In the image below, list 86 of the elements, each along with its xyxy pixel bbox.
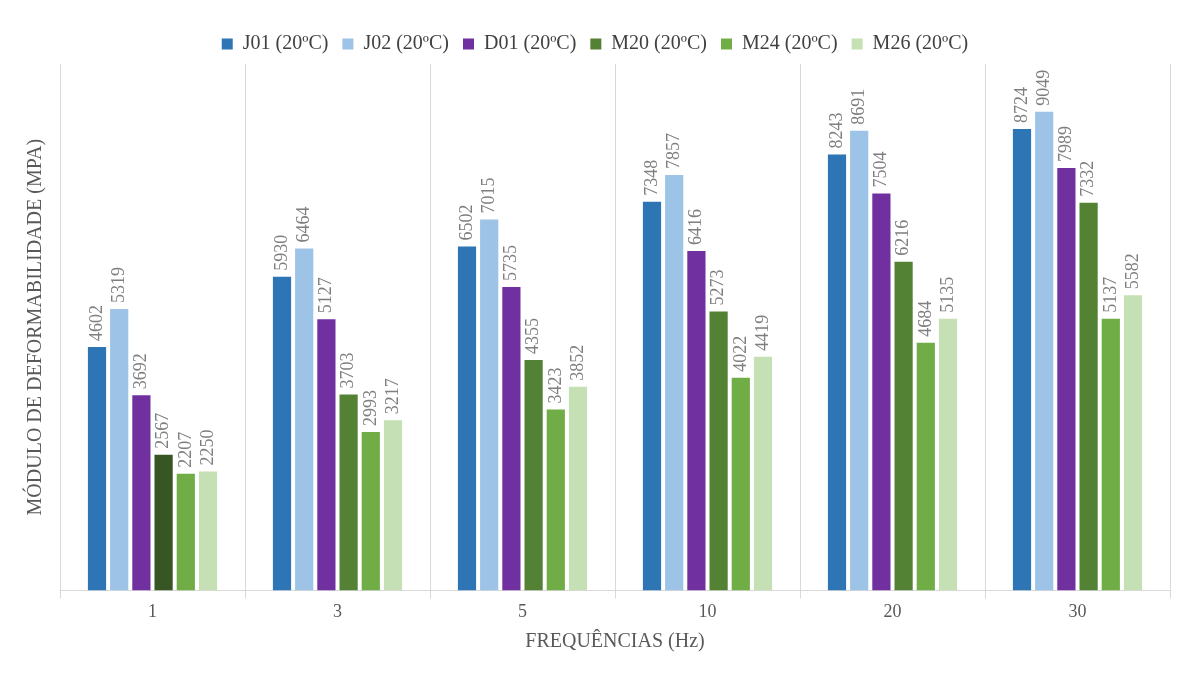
y-axis-title: MÓDULO DE DEFORMABILIDADE (MPA): [22, 138, 47, 516]
data-label: 2207: [174, 431, 195, 468]
bar: [176, 473, 195, 591]
data-label: 3423: [544, 367, 565, 404]
data-label: 5319: [107, 267, 128, 304]
bar: [731, 377, 750, 591]
data-label: 3217: [381, 378, 402, 415]
bar: [687, 251, 706, 591]
x-tick-label: 3: [333, 600, 342, 621]
data-label: 5735: [500, 245, 521, 282]
legend-label: J02 (20ºC): [363, 31, 450, 55]
legend-label: D01 (20ºC): [484, 31, 577, 55]
data-label: 4684: [914, 300, 935, 337]
bar: [827, 154, 847, 591]
data-label: 7504: [870, 151, 891, 188]
bar: [1012, 129, 1032, 591]
bar: [457, 246, 477, 591]
data-label: 4602: [85, 305, 106, 342]
bar: [361, 432, 380, 591]
data-label: 6464: [292, 206, 313, 243]
x-tick-label: 1: [148, 600, 157, 621]
data-label: 3703: [337, 352, 358, 389]
bar: [110, 309, 129, 591]
data-label: 8691: [847, 88, 868, 125]
legend-label: M20 (20ºC): [611, 31, 707, 55]
bar: [1101, 318, 1120, 591]
bar: [753, 356, 773, 591]
data-label: 7015: [477, 177, 498, 214]
bar: [568, 386, 588, 591]
bar: [546, 409, 565, 591]
data-label: 2250: [196, 429, 217, 466]
legend-label: J01 (20ºC): [242, 31, 329, 55]
data-label: 6216: [892, 219, 913, 256]
data-label: 5930: [270, 234, 291, 271]
bar: [272, 276, 292, 591]
bar: [524, 360, 543, 591]
data-label: 2993: [359, 390, 380, 427]
data-label: 8243: [825, 112, 846, 149]
bar: [317, 319, 336, 591]
bar: [295, 248, 314, 591]
data-label: 7989: [1055, 125, 1076, 162]
bar: [339, 394, 358, 591]
data-label: 4419: [751, 314, 772, 351]
data-label: 7857: [662, 132, 683, 169]
bar: [938, 318, 958, 591]
bar: [198, 471, 218, 591]
bar: [1123, 295, 1143, 591]
bar: [154, 454, 173, 591]
bar: [502, 287, 521, 591]
x-tick-label: 30: [1068, 600, 1087, 621]
data-label: 5273: [707, 269, 728, 306]
bar: [872, 193, 891, 591]
bar: [709, 311, 728, 591]
data-label: 3852: [566, 344, 587, 381]
legend-label: M24 (20ºC): [741, 31, 838, 55]
x-tick-label: 5: [518, 600, 527, 621]
legend-label: M26 (20ºC): [872, 31, 969, 55]
data-label: 5582: [1121, 253, 1142, 290]
bar: [480, 219, 499, 591]
bar: [916, 342, 935, 591]
data-label: 9049: [1032, 69, 1053, 106]
data-label: 4022: [729, 335, 750, 372]
x-axis-title: FREQUÊNCIAS (Hz): [525, 629, 705, 653]
data-label: 5135: [936, 276, 957, 313]
data-label: 2567: [152, 412, 173, 449]
data-label: 4355: [522, 318, 543, 355]
data-label: 6416: [685, 209, 706, 246]
bar: [1079, 202, 1098, 591]
bar: [850, 130, 869, 591]
data-label: 8724: [1010, 87, 1031, 124]
bar: [383, 420, 403, 591]
x-tick-label: 20: [883, 600, 902, 621]
x-tick-label: 10: [698, 600, 717, 621]
data-label: 5127: [315, 277, 336, 314]
bar: [642, 201, 662, 591]
bar: [894, 261, 913, 591]
bar: [87, 347, 107, 591]
bar: [132, 395, 151, 591]
data-label: 7332: [1077, 160, 1098, 197]
bar: [1057, 167, 1076, 591]
bar: [665, 174, 684, 591]
data-label: 6502: [455, 204, 476, 241]
data-label: 5137: [1099, 276, 1120, 313]
data-label: 7348: [640, 159, 661, 196]
bar: [1035, 111, 1054, 591]
data-label: 3692: [130, 353, 151, 390]
